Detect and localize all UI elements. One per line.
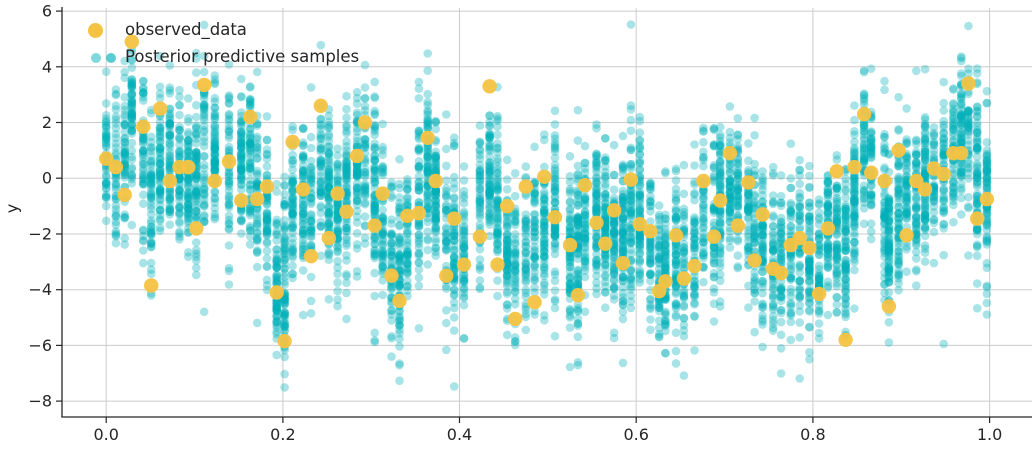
legend-label-posterior-predictive: Posterior predictive samples <box>125 47 360 67</box>
posterior-predictive-marker-icon <box>91 52 101 63</box>
legend-entry-posterior-predictive: Posterior predictive samples <box>84 45 359 70</box>
tick-marks <box>56 10 991 423</box>
legend: observed_data Posterior predictive sampl… <box>84 18 359 70</box>
legend-entry-observed-data: observed_data <box>84 18 359 43</box>
observed-data-marker-icon <box>88 23 103 38</box>
axes-spines <box>61 7 1032 418</box>
y-axis-label: y <box>2 203 22 214</box>
observed-data-series <box>99 34 995 349</box>
posterior-predictive-marker-icon <box>106 52 116 63</box>
x-tick-labels: 0.0 0.2 0.4 0.6 0.8 1.0 <box>93 425 1002 444</box>
legend-label-observed-data: observed_data <box>125 20 247 40</box>
posterior-predictive-samples-series <box>101 20 992 392</box>
